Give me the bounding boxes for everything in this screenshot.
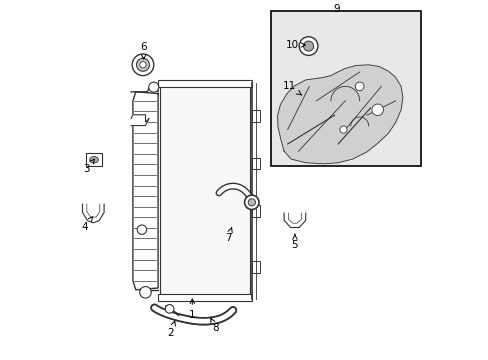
Text: 1: 1: [188, 299, 195, 320]
Bar: [271, 11, 420, 166]
Bar: [160, 85, 249, 297]
Bar: [251, 261, 259, 273]
Text: 11: 11: [282, 81, 301, 95]
Polygon shape: [131, 115, 149, 126]
Text: 9: 9: [332, 4, 339, 14]
Circle shape: [136, 58, 149, 71]
Text: 7: 7: [224, 227, 232, 243]
Polygon shape: [284, 213, 305, 228]
Circle shape: [339, 126, 346, 133]
Circle shape: [140, 287, 151, 298]
Text: 8: 8: [210, 319, 219, 333]
Bar: [251, 205, 259, 217]
Circle shape: [140, 62, 146, 68]
Text: 10: 10: [285, 40, 305, 50]
Circle shape: [248, 199, 255, 206]
Polygon shape: [87, 204, 100, 217]
Polygon shape: [277, 65, 402, 164]
Text: 4: 4: [81, 217, 92, 232]
Bar: [251, 158, 259, 169]
Bar: [86, 153, 102, 166]
Text: 2: 2: [167, 321, 175, 338]
Polygon shape: [133, 92, 158, 290]
Circle shape: [371, 104, 383, 116]
Circle shape: [303, 41, 313, 51]
Circle shape: [244, 195, 259, 210]
Circle shape: [355, 82, 363, 91]
Bar: [251, 110, 259, 122]
Bar: [158, 294, 251, 301]
Text: 3: 3: [82, 159, 94, 174]
Text: 6: 6: [140, 42, 147, 59]
Polygon shape: [82, 204, 104, 223]
Circle shape: [148, 82, 159, 92]
Circle shape: [299, 37, 317, 55]
Polygon shape: [288, 213, 301, 223]
Text: 5: 5: [291, 234, 298, 250]
Circle shape: [165, 305, 174, 313]
Ellipse shape: [89, 157, 98, 163]
Circle shape: [132, 54, 153, 76]
Bar: [158, 80, 251, 87]
Circle shape: [137, 225, 146, 234]
